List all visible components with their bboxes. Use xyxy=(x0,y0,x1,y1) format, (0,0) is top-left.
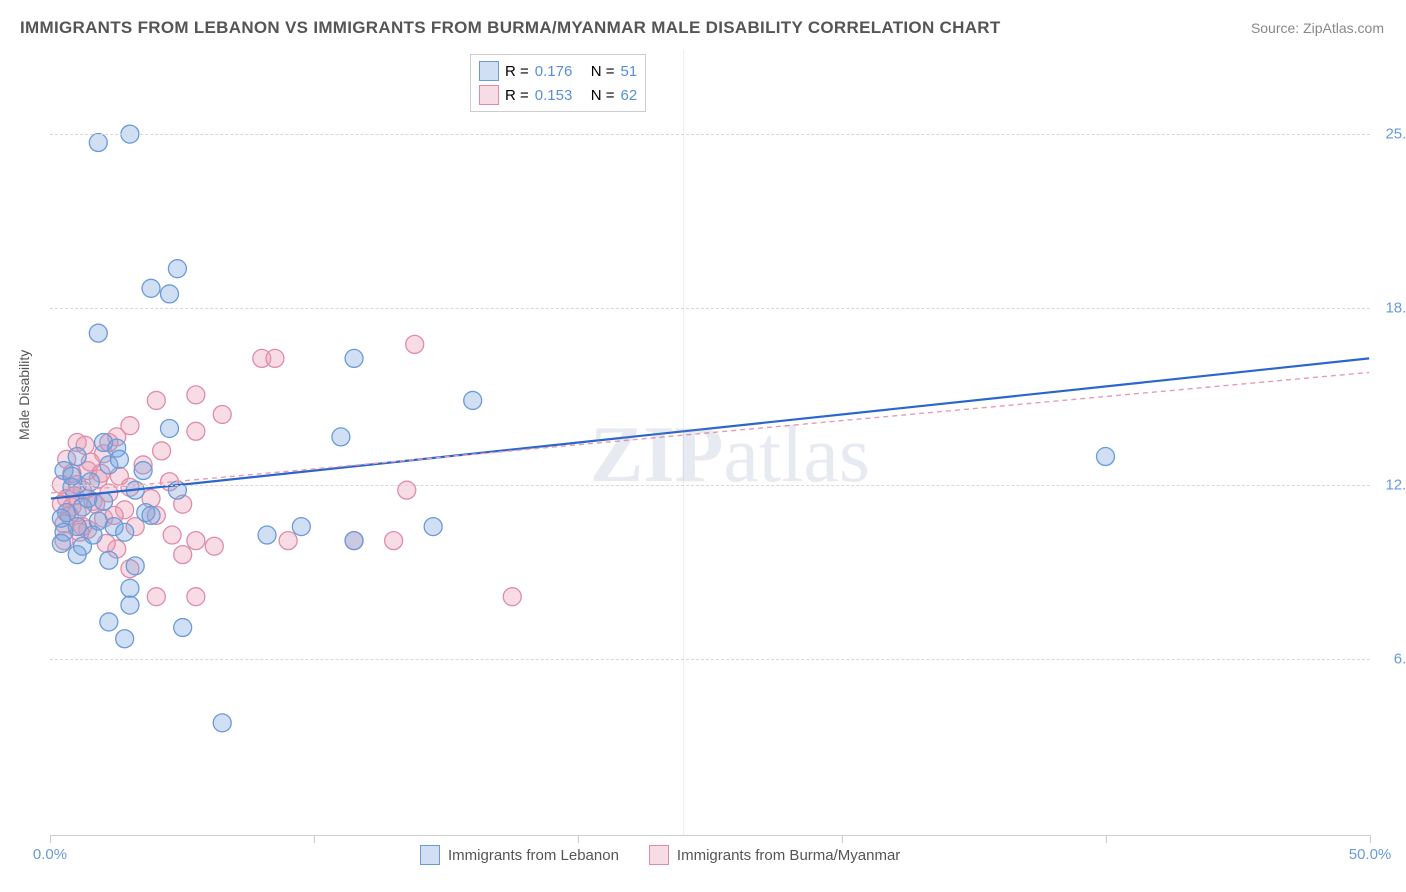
scatter-point xyxy=(161,419,179,437)
scatter-point xyxy=(332,428,350,446)
source-label: Source: ZipAtlas.com xyxy=(1251,20,1384,36)
swatch-burma xyxy=(479,85,499,105)
x-tick xyxy=(578,835,579,843)
r-value-lebanon: 0.176 xyxy=(535,63,585,80)
y-tick-label: 18.8% xyxy=(1385,300,1406,317)
x-tick xyxy=(314,835,315,843)
scatter-point xyxy=(153,442,171,460)
swatch-lebanon-bottom xyxy=(420,845,440,865)
scatter-point xyxy=(121,579,139,597)
chart-title: IMMIGRANTS FROM LEBANON VS IMMIGRANTS FR… xyxy=(20,18,1001,38)
scatter-point xyxy=(385,532,403,550)
scatter-point xyxy=(1097,448,1115,466)
scatter-svg xyxy=(50,50,1370,835)
scatter-point xyxy=(116,630,134,648)
scatter-point xyxy=(68,448,86,466)
series-legend: Immigrants from Lebanon Immigrants from … xyxy=(420,845,900,865)
scatter-point xyxy=(147,588,165,606)
scatter-point xyxy=(79,490,97,508)
legend-label-lebanon: Immigrants from Lebanon xyxy=(448,847,619,864)
scatter-point xyxy=(161,285,179,303)
scatter-point xyxy=(174,546,192,564)
scatter-point xyxy=(63,467,81,485)
scatter-point xyxy=(110,450,128,468)
swatch-burma-bottom xyxy=(649,845,669,865)
scatter-point xyxy=(116,523,134,541)
scatter-point xyxy=(258,526,276,544)
grid-line-h xyxy=(50,485,1370,486)
r-label: R = xyxy=(505,63,529,80)
scatter-point xyxy=(81,473,99,491)
scatter-point xyxy=(292,518,310,536)
n-label: N = xyxy=(591,63,615,80)
scatter-point xyxy=(187,532,205,550)
grid-line-h xyxy=(50,308,1370,309)
scatter-point xyxy=(398,481,416,499)
scatter-point xyxy=(147,391,165,409)
scatter-point xyxy=(187,386,205,404)
n-value-lebanon: 51 xyxy=(621,63,638,80)
scatter-point xyxy=(503,588,521,606)
scatter-point xyxy=(406,335,424,353)
scatter-point xyxy=(279,532,297,550)
scatter-point xyxy=(126,557,144,575)
scatter-point xyxy=(121,596,139,614)
scatter-point xyxy=(73,537,91,555)
x-tick-label: 0.0% xyxy=(33,846,67,863)
legend-row-lebanon: R = 0.176 N = 51 xyxy=(479,59,637,83)
x-tick xyxy=(50,835,51,843)
regression-line xyxy=(51,372,1369,493)
scatter-point xyxy=(52,534,70,552)
x-tick xyxy=(842,835,843,843)
scatter-point xyxy=(89,324,107,342)
scatter-point xyxy=(134,462,152,480)
scatter-point xyxy=(89,134,107,152)
scatter-point xyxy=(142,279,160,297)
scatter-point xyxy=(213,405,231,423)
scatter-point xyxy=(213,714,231,732)
scatter-point xyxy=(205,537,223,555)
y-tick-label: 25.0% xyxy=(1385,126,1406,143)
correlation-legend: R = 0.176 N = 51 R = 0.153 N = 62 xyxy=(470,54,646,112)
scatter-point xyxy=(464,391,482,409)
plot-area: ZIPatlas R = 0.176 N = 51 R = 0.153 N = … xyxy=(50,50,1370,836)
scatter-point xyxy=(100,551,118,569)
scatter-point xyxy=(163,526,181,544)
r-label: R = xyxy=(505,87,529,104)
scatter-point xyxy=(424,518,442,536)
r-value-burma: 0.153 xyxy=(535,87,585,104)
scatter-point xyxy=(168,260,186,278)
scatter-point xyxy=(142,506,160,524)
scatter-point xyxy=(100,613,118,631)
y-axis-label: Male Disability xyxy=(16,350,32,440)
scatter-point xyxy=(174,619,192,637)
grid-line-h xyxy=(50,134,1370,135)
regression-line xyxy=(51,358,1369,498)
legend-item-lebanon: Immigrants from Lebanon xyxy=(420,845,619,865)
legend-row-burma: R = 0.153 N = 62 xyxy=(479,83,637,107)
scatter-point xyxy=(187,422,205,440)
x-tick-label: 50.0% xyxy=(1349,846,1392,863)
scatter-point xyxy=(266,349,284,367)
scatter-point xyxy=(345,532,363,550)
y-tick-label: 12.5% xyxy=(1385,477,1406,494)
x-tick xyxy=(1370,835,1371,843)
scatter-point xyxy=(345,349,363,367)
legend-label-burma: Immigrants from Burma/Myanmar xyxy=(677,847,900,864)
scatter-point xyxy=(187,588,205,606)
grid-line-h xyxy=(50,659,1370,660)
swatch-lebanon xyxy=(479,61,499,81)
x-tick xyxy=(1106,835,1107,843)
legend-item-burma: Immigrants from Burma/Myanmar xyxy=(649,845,900,865)
n-value-burma: 62 xyxy=(621,87,638,104)
y-tick-label: 6.3% xyxy=(1394,651,1406,668)
n-label: N = xyxy=(591,87,615,104)
scatter-point xyxy=(95,492,113,510)
